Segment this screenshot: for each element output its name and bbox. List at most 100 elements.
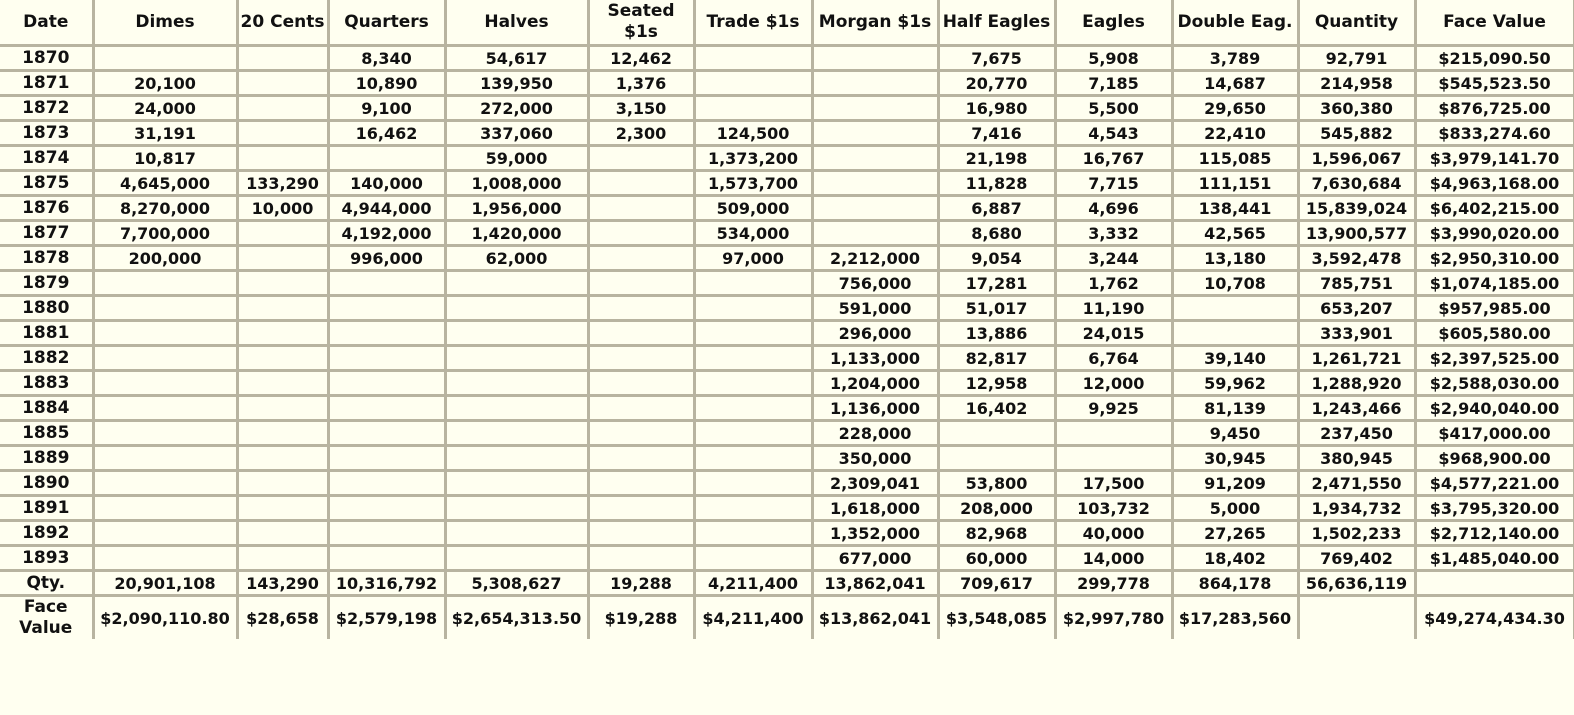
table-row: 1889 350,000 30,945 380,945 $968,900.00: [0, 444, 1574, 472]
table-row: 1893 677,000 60,000 14,000 18,402 769,402 $1,4…: [0, 544, 1574, 572]
total-cell: 13,862,041: [810, 569, 940, 597]
column-header: Eagles: [1053, 0, 1174, 47]
value-cell: [326, 344, 447, 372]
value-cell: [1170, 294, 1300, 322]
total-cell: $28,658: [235, 594, 330, 639]
value-cell: [91, 544, 239, 572]
total-cell: 20,901,108: [91, 569, 239, 597]
value-cell: [586, 319, 696, 347]
value-cell: 228,000: [810, 419, 940, 447]
value-cell: 14,687: [1170, 69, 1300, 97]
value-cell: 13,900,577: [1296, 219, 1417, 247]
value-cell: 677,000: [810, 544, 940, 572]
value-cell: 21,198: [936, 144, 1057, 172]
value-cell: 214,958: [1296, 69, 1417, 97]
totals-face-value-row: Face Value $2,090,110.80 $28,658 $2,579,198…: [0, 594, 1574, 639]
table-row: 1871 20,100 10,890 139,950 1,376 20,770 7,185 1…: [0, 69, 1574, 97]
value-cell: $3,990,020.00: [1413, 219, 1574, 247]
value-cell: [326, 144, 447, 172]
value-cell: $3,795,320.00: [1413, 494, 1574, 522]
value-cell: 11,190: [1053, 294, 1174, 322]
value-cell: [443, 394, 590, 422]
value-cell: [91, 269, 239, 297]
value-cell: 59,962: [1170, 369, 1300, 397]
total-label: Face Value: [0, 594, 95, 639]
year-cell: 1884: [0, 394, 95, 422]
value-cell: 4,192,000: [326, 219, 447, 247]
value-cell: [443, 419, 590, 447]
value-cell: 1,204,000: [810, 369, 940, 397]
value-cell: [91, 519, 239, 547]
value-cell: 5,000: [1170, 494, 1300, 522]
value-cell: 140,000: [326, 169, 447, 197]
value-cell: 1,133,000: [810, 344, 940, 372]
value-cell: [91, 294, 239, 322]
value-cell: 12,462: [586, 44, 696, 72]
value-cell: $545,523.50: [1413, 69, 1574, 97]
value-cell: [586, 344, 696, 372]
year-cell: 1893: [0, 544, 95, 572]
value-cell: 653,207: [1296, 294, 1417, 322]
value-cell: 534,000: [692, 219, 814, 247]
year-cell: 1890: [0, 469, 95, 497]
value-cell: [91, 469, 239, 497]
table-body: 1870 8,340 54,617 12,462 7,675 5,908 3,789 92,7…: [0, 44, 1574, 639]
table-row: 1890 2,309,041 53,800 17,500 91,209 2,471,550…: [0, 469, 1574, 497]
value-cell: 350,000: [810, 444, 940, 472]
value-cell: 8,680: [936, 219, 1057, 247]
table-row: 1882 1,133,000 82,817 6,764 39,140 1,261,721 $…: [0, 344, 1574, 372]
value-cell: 337,060: [443, 119, 590, 147]
total-cell: $2,090,110.80: [91, 594, 239, 639]
value-cell: [692, 94, 814, 122]
value-cell: $2,950,310.00: [1413, 244, 1574, 272]
value-cell: $833,274.60: [1413, 119, 1574, 147]
value-cell: [235, 419, 330, 447]
value-cell: 4,944,000: [326, 194, 447, 222]
value-cell: $968,900.00: [1413, 444, 1574, 472]
value-cell: [443, 319, 590, 347]
value-cell: [936, 444, 1057, 472]
value-cell: [235, 119, 330, 147]
value-cell: 16,402: [936, 394, 1057, 422]
value-cell: [443, 444, 590, 472]
value-cell: 7,185: [1053, 69, 1174, 97]
value-cell: [235, 519, 330, 547]
value-cell: [326, 444, 447, 472]
value-cell: 360,380: [1296, 94, 1417, 122]
total-cell: 709,617: [936, 569, 1057, 597]
value-cell: 16,980: [936, 94, 1057, 122]
value-cell: [91, 419, 239, 447]
value-cell: [586, 519, 696, 547]
table-row: 1875 4,645,000 133,290 140,000 1,008,000 1,57…: [0, 169, 1574, 197]
total-label: Qty.: [0, 569, 95, 597]
value-cell: 7,416: [936, 119, 1057, 147]
value-cell: 10,817: [91, 144, 239, 172]
value-cell: 20,100: [91, 69, 239, 97]
value-cell: 42,565: [1170, 219, 1300, 247]
value-cell: [235, 244, 330, 272]
value-cell: [586, 394, 696, 422]
value-cell: 12,000: [1053, 369, 1174, 397]
year-cell: 1885: [0, 419, 95, 447]
value-cell: [235, 494, 330, 522]
value-cell: 16,462: [326, 119, 447, 147]
value-cell: [586, 444, 696, 472]
value-cell: 115,085: [1170, 144, 1300, 172]
value-cell: [443, 269, 590, 297]
value-cell: 1,573,700: [692, 169, 814, 197]
value-cell: [326, 469, 447, 497]
value-cell: 81,139: [1170, 394, 1300, 422]
value-cell: 51,017: [936, 294, 1057, 322]
value-cell: [692, 469, 814, 497]
value-cell: 17,500: [1053, 469, 1174, 497]
value-cell: 12,958: [936, 369, 1057, 397]
value-cell: 7,675: [936, 44, 1057, 72]
value-cell: [586, 469, 696, 497]
value-cell: 333,901: [1296, 319, 1417, 347]
value-cell: 29,650: [1170, 94, 1300, 122]
column-header: Seated $1s: [586, 0, 696, 47]
value-cell: [326, 419, 447, 447]
value-cell: 82,968: [936, 519, 1057, 547]
value-cell: 13,886: [936, 319, 1057, 347]
value-cell: 9,100: [326, 94, 447, 122]
